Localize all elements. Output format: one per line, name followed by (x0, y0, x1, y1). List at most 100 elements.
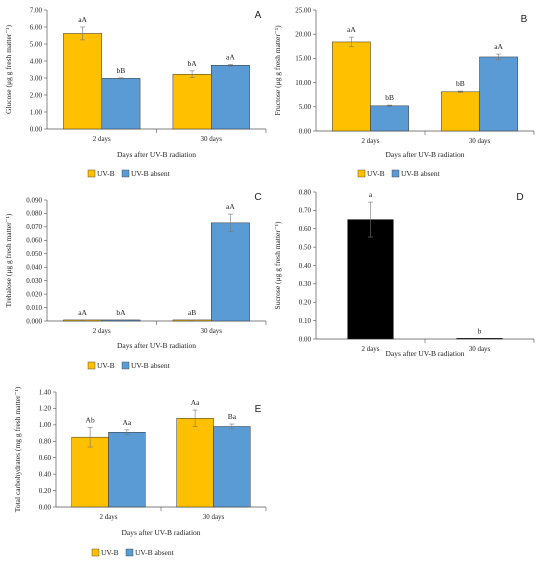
y-tick-label: 2.00 (30, 91, 43, 99)
y-tick-label: 0.70 (299, 207, 312, 215)
y-tick-label: 0.50 (299, 243, 312, 251)
y-tick-label: 0.40 (39, 470, 52, 478)
panel-b: 0.00 5.00 10.00 15.00 20.00 25.00 2 days aA bB 30… (273, 6, 535, 178)
significance-label: aA (226, 202, 235, 211)
y-tick-label: 25.00 (295, 6, 311, 14)
significance-label: bA (116, 308, 126, 317)
y-tick-label: 1.00 (39, 421, 52, 429)
legend-swatch (125, 548, 134, 557)
panel-letter: A (255, 10, 262, 21)
x-tick-label: 2 days (99, 513, 117, 521)
significance-label: aA (78, 15, 87, 24)
significance-label: Ba (228, 412, 237, 421)
x-tick-label: 30 days (200, 135, 222, 143)
significance-label: aA (78, 308, 87, 317)
x-tick-label: 2 days (361, 137, 379, 145)
y-tick-label: 4.00 (30, 57, 43, 65)
legend-entry: UV-B (97, 169, 115, 178)
y-tick-label: 0.050 (26, 250, 42, 258)
y-tick-label: 0.090 (26, 196, 42, 204)
y-tick-label: 0.30 (299, 280, 312, 288)
significance-label: aB (188, 308, 196, 317)
legend-entry: UV-B absent (131, 361, 171, 370)
panel-e: 0.00 0.20 0.40 0.60 0.80 1.00 1.20 1.40 2 days Ab… (13, 386, 267, 557)
significance-label: Aa (191, 398, 200, 407)
y-tick-label: 0.40 (299, 262, 312, 270)
x-axis-title: Days after UV-B radiation (117, 341, 196, 350)
panel-a: 0.00 1.00 2.00 3.00 4.00 5.00 6.00 7.00 2 days aA… (4, 6, 267, 178)
bar-sucrose-1 (456, 338, 503, 340)
y-tick-label: 0.60 (299, 225, 312, 233)
y-tick-label: 0.20 (299, 299, 312, 307)
y-tick-label: 0.000 (26, 317, 42, 325)
legend-entry: UV-B (97, 361, 115, 370)
significance-label: aA (494, 42, 503, 51)
legend-entry: UV-B absent (401, 169, 441, 178)
bar-uv-b-absent-0 (370, 105, 409, 132)
y-tick-label: 0.00 (30, 125, 43, 133)
bar-uv-b-1 (176, 418, 214, 508)
bar-uv-b-0 (332, 41, 371, 132)
y-tick-label: 0.080 (26, 210, 42, 218)
y-axis-title: Glucose (μg g fresh matter⁻¹) (4, 25, 13, 114)
panel-letter: E (255, 404, 262, 415)
y-tick-label: 0.10 (299, 317, 312, 325)
legend-swatch (91, 548, 100, 557)
y-tick-label: 0.040 (26, 264, 42, 272)
significance-label: Ab (86, 415, 95, 424)
y-tick-label: 20.00 (295, 31, 311, 39)
legend-swatch (87, 169, 96, 178)
y-tick-label: 3.00 (30, 74, 43, 82)
x-tick-label: 2 days (361, 345, 379, 353)
bar-uv-b-absent-0 (101, 78, 141, 130)
bar-uv-b-absent-1 (211, 222, 250, 322)
bar-uv-b-absent-1 (211, 65, 250, 130)
x-tick-label: 2 days (93, 135, 111, 143)
legend-swatch (87, 361, 96, 370)
y-axis-title: Fructose (μg g fresh matter⁻¹) (273, 25, 282, 116)
legend-entry: UV-B (367, 169, 385, 178)
bar-uv-b-absent-0 (108, 432, 146, 508)
significance-label: a (369, 190, 373, 199)
y-tick-label: 15.00 (295, 55, 311, 63)
x-axis-title: Days after UV-B radiation (385, 349, 464, 358)
legend-entry: UV-B absent (131, 169, 171, 178)
y-tick-label: 5.00 (30, 40, 43, 48)
y-tick-label: 0.80 (39, 438, 52, 446)
legend-swatch (357, 169, 366, 178)
y-tick-label: 0.020 (26, 290, 42, 298)
bar-uv-b-0 (63, 33, 102, 130)
bar-uv-b-0 (71, 436, 109, 508)
x-axis-title: Days after UV-B radiation (121, 528, 200, 537)
panel-letter: C (254, 192, 261, 203)
y-tick-label: 1.40 (39, 388, 52, 396)
y-tick-label: 1.00 (30, 108, 43, 116)
significance-label: bB (385, 93, 394, 102)
panel-d: 0.00 0.10 0.20 0.30 0.40 0.50 0.60 0.70 0.80 2 da… (273, 188, 535, 358)
legend-swatch (121, 361, 130, 370)
legend-swatch (391, 169, 400, 178)
y-tick-label: 1.20 (39, 405, 52, 413)
significance-label: bB (456, 79, 465, 88)
y-axis-title: Trehalose (μg g fresh matter⁻¹) (4, 213, 13, 307)
y-tick-label: 0.00 (299, 335, 312, 343)
bar-uv-b-absent-1 (479, 56, 518, 132)
y-tick-label: 0.00 (299, 127, 312, 135)
y-axis-title: Total carbohydrates (mg g fresh matter⁻¹… (13, 386, 22, 512)
y-tick-label: 0.20 (39, 487, 52, 495)
legend-swatch (121, 169, 130, 178)
y-tick-label: 6.00 (30, 23, 43, 31)
significance-label: bA (188, 59, 198, 68)
x-tick-label: 30 days (200, 327, 222, 335)
x-tick-label: 30 days (203, 513, 225, 521)
x-tick-label: 30 days (469, 137, 491, 145)
significance-label: Aa (123, 418, 132, 427)
x-tick-label: 30 days (469, 345, 491, 353)
x-axis-title: Days after UV-B radiation (117, 150, 196, 159)
x-tick-label: 2 days (93, 327, 111, 335)
panel-letter: B (521, 14, 528, 25)
y-tick-label: 7.00 (30, 6, 43, 14)
significance-label: aA (226, 52, 235, 61)
significance-label: bB (117, 66, 126, 75)
